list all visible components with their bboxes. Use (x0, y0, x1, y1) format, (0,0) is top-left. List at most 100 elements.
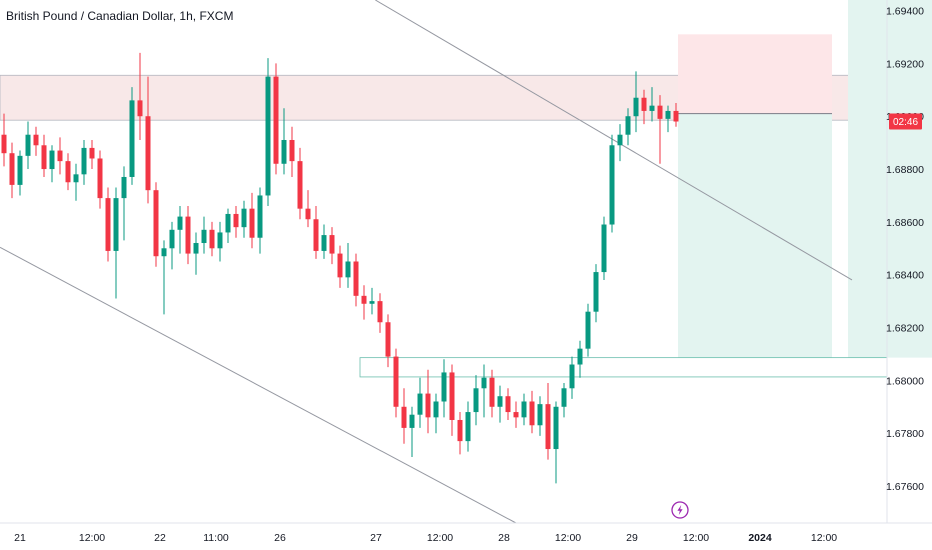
candle (385, 314, 391, 368)
candle (233, 206, 239, 238)
candle (601, 216, 607, 280)
candle (497, 385, 503, 423)
trendline-layer[interactable] (0, 0, 853, 524)
take-profit-box[interactable] (678, 113, 832, 358)
candle-body (57, 150, 63, 162)
candle (537, 396, 543, 436)
candle-body (145, 116, 151, 191)
price-tick-label: 1.69200 (886, 58, 924, 70)
candle-body (497, 396, 503, 407)
candle-body (233, 213, 239, 228)
candle-body (9, 153, 15, 185)
stop-loss-box[interactable] (678, 34, 832, 114)
price-tick-label: 1.67800 (886, 428, 924, 440)
projection-box[interactable] (848, 0, 932, 358)
candle-body (49, 150, 55, 170)
candle (25, 121, 31, 170)
candle-body (401, 406, 407, 428)
candle (441, 359, 447, 418)
candle (73, 163, 79, 201)
candle (329, 227, 335, 265)
candle (577, 340, 583, 378)
candle-body (1, 134, 7, 154)
candle (457, 412, 463, 455)
time-axis[interactable]: 21 12:00 22 11:00 26 27 12:00 28 12:00 29 12:00 202… (14, 532, 837, 544)
candle-body (353, 261, 359, 296)
time-tick-label: 12:00 (79, 532, 105, 544)
current-price-tag-label: 02:46 (893, 117, 918, 128)
candle (57, 137, 63, 175)
candle (121, 166, 127, 241)
candle (561, 383, 567, 418)
candle-body (121, 176, 127, 199)
time-tick-label: 29 (626, 532, 638, 544)
candle (225, 208, 231, 244)
candle-body (81, 147, 87, 175)
candle (305, 190, 311, 228)
candle (617, 124, 623, 162)
price-tick-label: 1.68600 (886, 217, 924, 229)
candle-body (169, 229, 175, 249)
candle-body (601, 224, 607, 273)
candle-body (329, 235, 335, 254)
candle-body (561, 388, 567, 407)
candle (257, 187, 263, 254)
candle-body (641, 97, 647, 111)
price-tick-label: 1.68400 (886, 270, 924, 282)
candle-body (537, 404, 543, 426)
candle-body (441, 372, 447, 402)
time-tick-label: 12:00 (427, 532, 453, 544)
candle (377, 293, 383, 333)
current-price-tag[interactable]: 02:46 (889, 113, 922, 130)
candle-body (33, 134, 39, 146)
candle (649, 87, 655, 122)
candle (89, 139, 95, 170)
candle (361, 285, 367, 320)
candle (113, 187, 119, 299)
candle (97, 150, 103, 209)
candle-body (73, 174, 79, 183)
candle-body (225, 213, 231, 233)
candle-body (297, 161, 303, 209)
candle (297, 147, 303, 220)
candle-body (337, 253, 343, 278)
candle (569, 356, 575, 399)
candle-body (17, 155, 23, 185)
candle (177, 206, 183, 254)
candle (409, 406, 415, 457)
candle (529, 390, 535, 434)
candle (345, 243, 351, 288)
candle (625, 108, 631, 146)
candle-body (609, 145, 615, 225)
candle (353, 253, 359, 307)
candle (129, 87, 135, 185)
candle-body (129, 100, 135, 177)
lower-trendline[interactable] (0, 246, 517, 524)
candle-body (673, 110, 679, 122)
candles-layer (1, 52, 679, 484)
candle-body (393, 356, 399, 407)
candle-body (89, 147, 95, 159)
candle-body (569, 364, 575, 389)
candle (449, 364, 455, 436)
price-tick-label: 1.69400 (886, 6, 924, 18)
candle (161, 240, 167, 315)
time-tick-label: 12:00 (555, 532, 581, 544)
candle-body (481, 377, 487, 389)
candle (657, 95, 663, 164)
candle (265, 58, 271, 207)
candle-body (161, 248, 167, 257)
candle-body (457, 419, 463, 442)
lightning-event-icon[interactable] (671, 501, 689, 519)
candle (513, 401, 519, 428)
candle (553, 401, 559, 484)
candle-body (265, 76, 271, 196)
candle (393, 348, 399, 418)
demand-zone[interactable] (359, 357, 888, 378)
candle (545, 383, 551, 460)
candle (401, 388, 407, 444)
candle-body (521, 401, 527, 418)
upper-trendline[interactable] (375, 0, 853, 281)
candle-body (513, 412, 519, 418)
